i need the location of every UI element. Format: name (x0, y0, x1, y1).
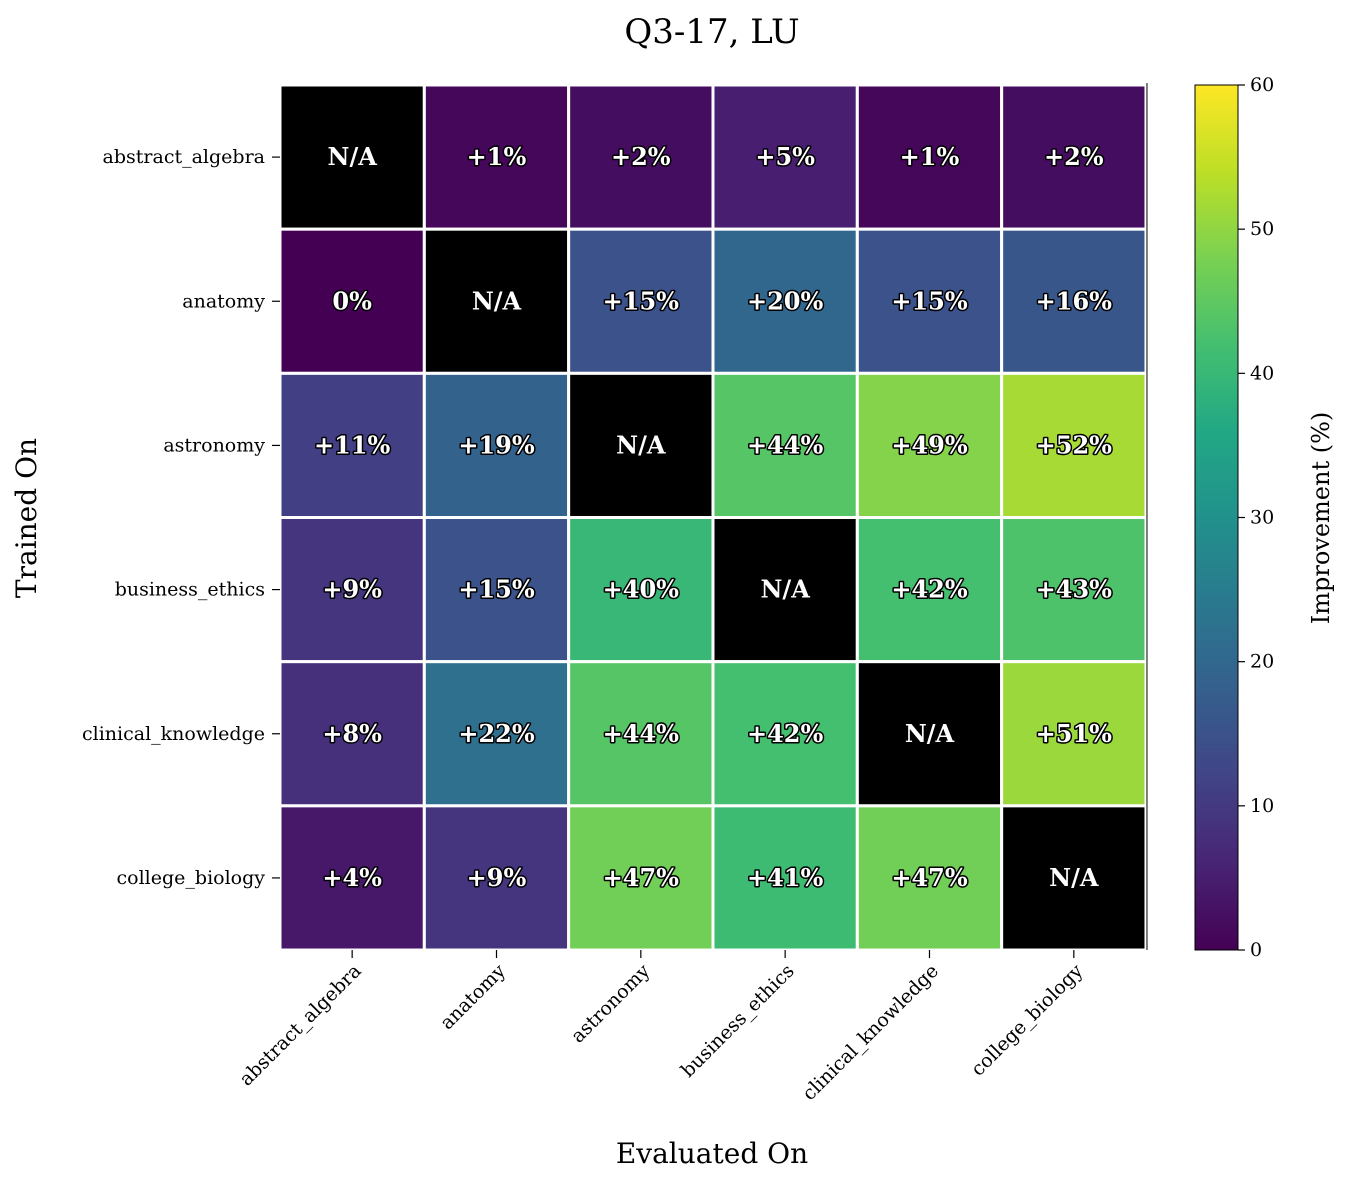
cell-value-label: +20% (747, 286, 824, 315)
cell-value-label: +15% (891, 286, 968, 315)
cell-value-label: N/A (472, 286, 522, 315)
chart-title: Q3-17, LU (624, 12, 799, 52)
cell-value-label: +1% (467, 142, 527, 171)
cell-value-label: +19% (458, 430, 535, 459)
colorbar-title: Improvement (%) (1307, 412, 1335, 625)
cell-value-label: N/A (1049, 863, 1099, 892)
heatmap-cell (711, 516, 859, 664)
heatmap-cell (1000, 516, 1148, 664)
cell-value-label: +1% (900, 142, 960, 171)
heatmap-cell (855, 804, 1004, 952)
cell-value-label: +4% (322, 863, 382, 892)
cell-value-label: +42% (747, 719, 824, 748)
heatmap-cell (422, 83, 571, 231)
cell-value-label: +44% (603, 719, 680, 748)
cell-value-label: +15% (458, 575, 535, 604)
cell-value-label: +51% (1036, 719, 1113, 748)
cell-value-label: +11% (314, 430, 391, 459)
cell-value-label: +43% (1036, 575, 1113, 604)
cell-value-label: +47% (891, 863, 968, 892)
heatmap-cell (1000, 804, 1148, 952)
colorbar-tick-label: 0 (1250, 939, 1262, 961)
colorbar-tick-label: 40 (1250, 362, 1274, 384)
cell-value-label: +5% (755, 142, 815, 171)
heatmap-cell (278, 516, 426, 664)
cell-value-label: +49% (891, 430, 968, 459)
cell-value-label: +41% (747, 863, 824, 892)
y-tick-label: abstract_algebra (103, 146, 265, 168)
x-tick-label: anatomy (436, 960, 510, 1034)
heatmap-cell (1000, 371, 1148, 520)
x-tick-label: clinical_knowledge (798, 960, 943, 1105)
y-tick-label: anatomy (182, 290, 265, 312)
x-axis-title: Evaluated On (616, 1137, 808, 1170)
y-tick-label: clinical_knowledge (82, 723, 265, 745)
cell-value-label: +2% (611, 142, 671, 171)
cell-value-label: +2% (1044, 142, 1104, 171)
cell-value-label: +42% (891, 575, 968, 604)
cell-value-label: N/A (616, 430, 666, 459)
cell-value-label: N/A (760, 575, 810, 604)
heatmap-cell (567, 83, 715, 231)
colorbar-gradient (1194, 84, 1239, 951)
cell-value-label: +47% (603, 863, 680, 892)
heatmap-cell (855, 660, 1004, 808)
x-tick-label: astronomy (567, 960, 655, 1048)
cell-value-label: +52% (1036, 430, 1113, 459)
colorbar-tick-label: 60 (1250, 74, 1274, 96)
cell-value-label: +40% (603, 575, 680, 604)
cell-value-label: N/A (905, 719, 955, 748)
cell-value-label: +16% (1036, 286, 1113, 315)
x-tick-label: business_ethics (677, 960, 799, 1082)
colorbar: 0 10 20 30 40 50 60 (1194, 74, 1274, 961)
cell-value-label: +44% (747, 430, 824, 459)
cell-value-label: N/A (328, 142, 378, 171)
heatmap-cell (1000, 660, 1148, 808)
cell-value-label: 0% (332, 286, 372, 315)
heatmap-cell (711, 371, 859, 520)
colorbar-tick-label: 30 (1250, 507, 1274, 529)
heatmap-cell (855, 516, 1004, 664)
heatmap-cell (422, 516, 571, 664)
y-tick-label: business_ethics (115, 579, 265, 601)
heatmap-cells (278, 83, 1148, 952)
cell-value-label: +15% (603, 286, 680, 315)
heatmap-cell (855, 371, 1004, 520)
cell-value-label: +22% (458, 719, 535, 748)
heatmap-cell (711, 660, 859, 808)
heatmap-cell (711, 804, 859, 952)
heatmap-cell-labels: N/A +1% +2% +5% +1% +2% 0% N/A +15% +20% +15% +16% +… (313, 141, 1114, 894)
heatmap-cell (422, 371, 571, 520)
heatmap-cell (422, 227, 571, 375)
heatmap-cell (567, 660, 715, 808)
heatmap-cell (1000, 83, 1148, 231)
y-axis-title: Trained On (10, 438, 43, 598)
colorbar-tick-label: 10 (1250, 795, 1274, 817)
heatmap-cell (567, 516, 715, 664)
x-tick-label: abstract_algebra (235, 960, 365, 1090)
x-tick-label: college_biology (967, 960, 1088, 1081)
y-tick-label: college_biology (117, 867, 266, 889)
y-tick-label: astronomy (163, 434, 265, 456)
cell-value-label: +8% (322, 719, 382, 748)
heatmap-cell (278, 804, 426, 952)
heatmap-cell (1000, 227, 1148, 375)
cell-value-label: +9% (322, 575, 382, 604)
colorbar-tick-label: 20 (1250, 651, 1274, 673)
cell-value-label: +9% (467, 863, 527, 892)
heatmap-cell (278, 83, 426, 231)
heatmap-cell (711, 227, 859, 375)
colorbar-tick-label: 50 (1250, 218, 1274, 240)
